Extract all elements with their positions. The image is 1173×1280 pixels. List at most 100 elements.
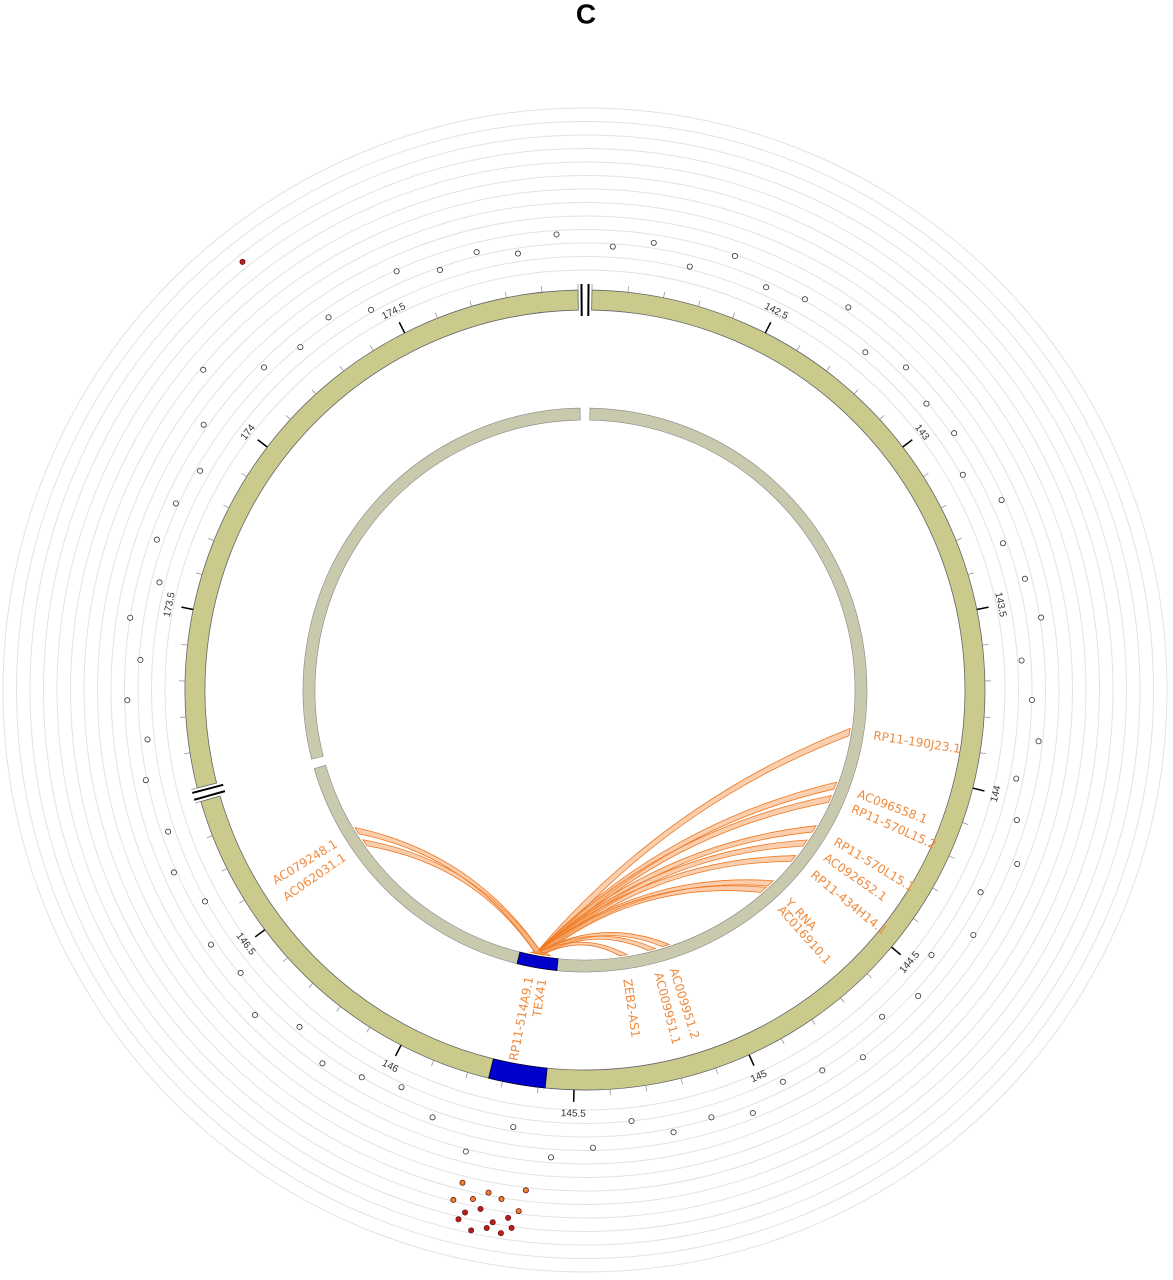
minor-tick — [680, 1078, 683, 1085]
minor-tick — [223, 504, 230, 509]
tick-label: 145.5 — [561, 1108, 587, 1120]
data-point — [200, 366, 207, 373]
data-point — [429, 1114, 436, 1121]
data-point — [462, 1209, 469, 1216]
minor-tick — [206, 835, 213, 839]
minor-tick — [339, 366, 344, 372]
minor-tick — [780, 1038, 785, 1044]
tick-label: 144 — [989, 784, 1004, 803]
data-point — [731, 253, 738, 260]
data-point — [462, 1148, 469, 1155]
data-point — [393, 268, 400, 275]
minor-tick — [431, 1060, 435, 1066]
minor-tick — [948, 855, 955, 859]
data-point — [915, 993, 922, 1000]
data-point — [455, 1216, 462, 1223]
tick — [891, 946, 902, 956]
data-point — [609, 243, 616, 250]
grid-circle — [2, 107, 1168, 1273]
link — [534, 727, 851, 956]
minor-tick — [541, 286, 543, 293]
data-point — [510, 1124, 517, 1131]
minor-tick — [221, 868, 228, 872]
data-point — [977, 889, 984, 896]
minor-tick — [195, 801, 201, 804]
tick — [902, 439, 913, 448]
data-point — [1038, 614, 1045, 621]
minor-tick — [500, 1081, 503, 1088]
minor-tick — [196, 572, 203, 575]
break-mark — [193, 790, 226, 801]
minor-tick — [465, 1072, 468, 1079]
gene-label: TEX41 — [530, 978, 550, 1019]
grid-circle — [16, 121, 1154, 1259]
data-point — [237, 969, 244, 976]
data-point — [514, 250, 521, 257]
break-mark — [192, 783, 224, 794]
data-point — [859, 1054, 866, 1061]
minor-tick — [840, 997, 845, 1003]
tick-label: 143.5 — [992, 591, 1008, 618]
data-point — [208, 941, 215, 948]
minor-tick — [940, 504, 947, 509]
data-point — [1021, 575, 1028, 582]
minor-tick — [879, 415, 885, 420]
tick-label: 146 — [380, 1058, 400, 1076]
grid-circle — [151, 256, 1019, 1124]
chart-title: C — [576, 0, 596, 29]
data-point — [436, 267, 443, 274]
data-point — [1018, 657, 1025, 664]
tick — [398, 321, 406, 334]
grid-circle — [137, 242, 1033, 1138]
data-point — [200, 421, 207, 428]
data-point — [819, 1067, 826, 1074]
gene-label: ZEB2-AS1 — [620, 978, 642, 1039]
minor-tick — [811, 1019, 816, 1025]
data-point — [172, 500, 179, 507]
link — [534, 941, 629, 957]
inner-track — [313, 407, 868, 973]
data-point — [970, 931, 977, 938]
data-point — [522, 1187, 529, 1194]
data-point — [398, 1084, 405, 1091]
grid-circle — [110, 215, 1060, 1165]
data-point — [485, 1189, 492, 1196]
data-point — [951, 430, 958, 437]
minor-tick — [282, 957, 288, 962]
minor-tick — [913, 918, 919, 923]
data-point — [489, 1219, 496, 1226]
grid-circle — [164, 269, 1006, 1111]
grid-circle — [124, 229, 1046, 1151]
minor-tick — [241, 473, 247, 477]
minor-tick — [962, 822, 969, 825]
data-point — [998, 497, 1005, 504]
data-point — [1014, 860, 1021, 867]
data-point — [902, 364, 909, 371]
data-point — [650, 239, 657, 246]
minor-tick — [366, 1027, 371, 1033]
minor-tick — [645, 1085, 648, 1092]
minor-tick — [285, 415, 291, 420]
minor-tick — [208, 538, 215, 541]
tick-label: 174.5 — [380, 301, 408, 322]
minor-tick — [181, 644, 188, 646]
data-point — [1035, 738, 1042, 745]
data-point — [548, 1154, 555, 1161]
data-point — [749, 1110, 756, 1117]
data-point — [358, 1074, 365, 1081]
minor-tick — [826, 366, 831, 372]
minor-tick — [796, 345, 801, 351]
minor-tick — [308, 982, 314, 988]
tick-label: 173.5 — [162, 591, 178, 618]
grid-circle — [29, 134, 1141, 1246]
data-point — [368, 306, 375, 313]
minor-tick — [369, 345, 374, 351]
data-point — [779, 1078, 786, 1085]
data-point — [801, 296, 808, 303]
highlight-inner — [516, 951, 559, 971]
data-point — [450, 1196, 457, 1203]
data-point — [498, 1196, 505, 1203]
data-point — [124, 697, 131, 704]
minor-tick — [982, 644, 989, 646]
